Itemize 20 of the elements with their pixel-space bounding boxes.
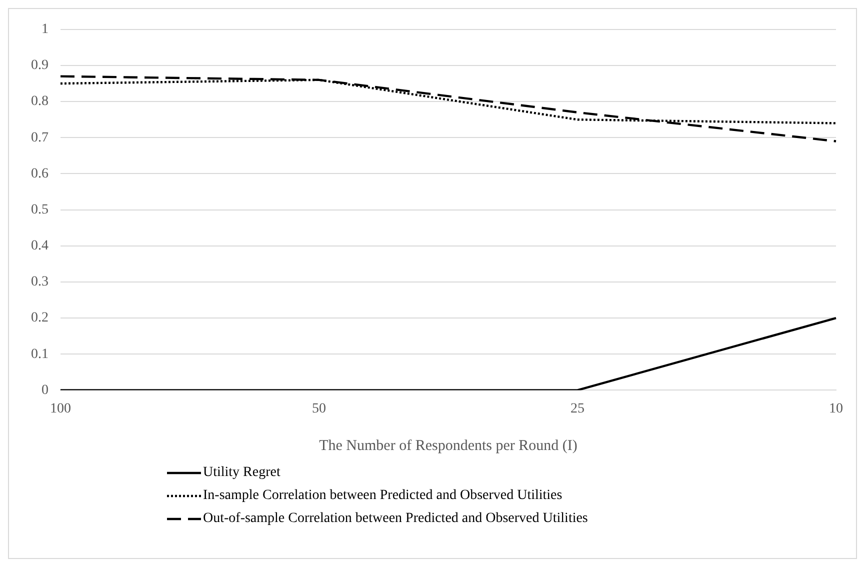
y-tick-label: 0.3 xyxy=(31,274,48,290)
x-axis-title: The Number of Respondents per Round (I) xyxy=(319,438,578,454)
legend-label: Utility Regret xyxy=(203,465,280,481)
y-tick-label: 0.4 xyxy=(31,238,48,254)
y-tick-label: 1 xyxy=(42,22,48,38)
x-tick-label: 10 xyxy=(829,401,843,416)
x-tick-label: 50 xyxy=(312,401,326,416)
x-tick-label: 100 xyxy=(50,401,71,416)
y-tick-label: 0.8 xyxy=(31,94,48,110)
line-series xyxy=(59,75,838,142)
y-tick-label: 0.6 xyxy=(31,166,48,182)
y-tick-label: 0 xyxy=(42,382,48,398)
y-tick-label: 0.7 xyxy=(31,130,48,146)
y-tick-label: 0.9 xyxy=(31,58,48,74)
y-tick-label: 0.2 xyxy=(31,310,48,326)
y-tick-label: 0.5 xyxy=(31,202,48,218)
legend-label: In-sample Correlation between Predicted and Observed Utilities xyxy=(203,488,562,504)
legend-label: Out-of-sample Correlation between Predicted and Observed Utilities xyxy=(203,511,588,527)
y-tick-label: 0.1 xyxy=(31,346,48,362)
x-tick-label: 25 xyxy=(570,401,584,416)
